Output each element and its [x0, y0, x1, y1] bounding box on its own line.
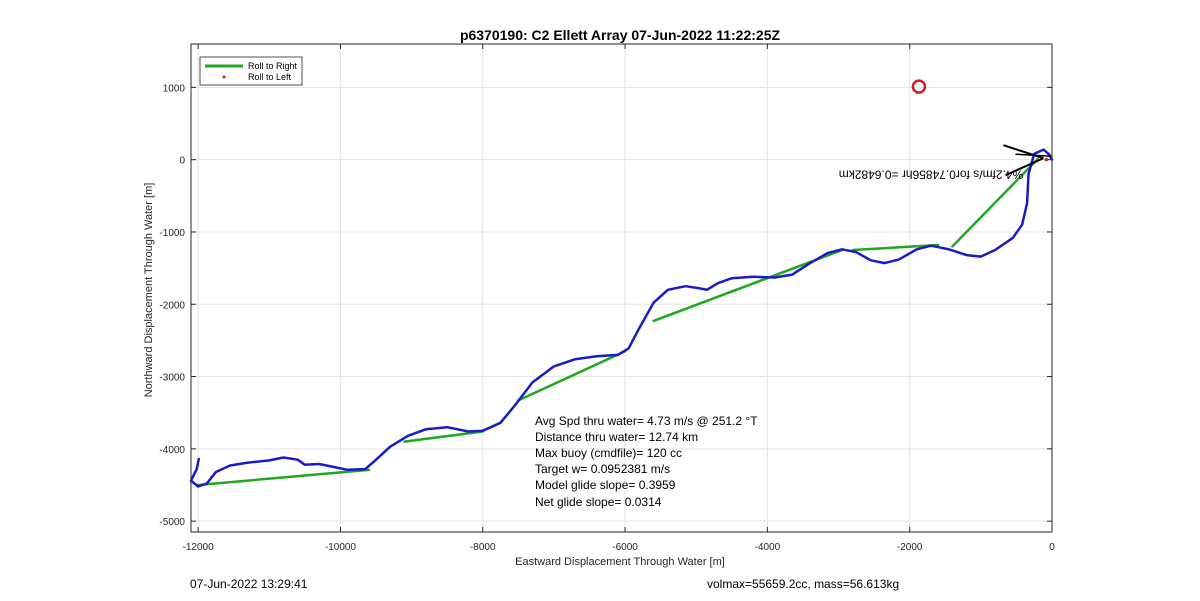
- legend-label-roll-left: Roll to Left: [248, 72, 292, 82]
- y-tick-label: -5000: [159, 517, 185, 528]
- x-tick-label: 0: [1049, 542, 1055, 553]
- x-axis-title: Eastward Displacement Through Water [m]: [515, 556, 725, 568]
- x-tick-label: -10000: [325, 542, 357, 553]
- stat-avg-speed: Avg Spd thru water= 4.73 m/s @ 251.2 °T: [535, 414, 758, 428]
- series-layer: [189, 148, 1054, 488]
- y-tick-label: -3000: [159, 373, 185, 384]
- x-tick-label: -8000: [470, 542, 496, 553]
- legend-box: [199, 56, 303, 86]
- chart-title: p6370190: C2 Ellett Array 07-Jun-2022 11…: [460, 27, 781, 43]
- roll-right-segment: [851, 243, 940, 252]
- roll-left-point: [1044, 157, 1049, 162]
- target-circle-marker: [911, 79, 927, 94]
- roll-right-segment: [403, 430, 484, 443]
- heading-arrow: [1005, 157, 1044, 177]
- annotations: %4.2fm/s for0.74856hr =0.6482km: [839, 79, 1052, 182]
- mirrored-speed-annotation: %4.2fm/s for0.74856hr =0.6482km: [839, 168, 1023, 182]
- roll-right-segment: [196, 468, 371, 487]
- y-tick-label: -1000: [159, 228, 185, 239]
- track-line: [189, 148, 1054, 488]
- stat-net-glide-slope: Net glide slope= 0.0314: [535, 495, 662, 509]
- grid-lines: [191, 44, 1053, 532]
- x-tick-label: -6000: [612, 542, 638, 553]
- roll-right-segment: [951, 157, 1040, 248]
- y-axis-title: Northward Displacement Through Water [m]: [143, 183, 155, 398]
- footer-timestamp: 07-Jun-2022 13:29:41: [190, 577, 308, 591]
- x-tick-label: -12000: [183, 542, 215, 553]
- stat-distance: Distance thru water= 12.74 km: [535, 430, 698, 444]
- y-tick-label: -2000: [159, 300, 185, 311]
- heading-arrow: [1015, 153, 1052, 157]
- x-tick-label: -4000: [755, 542, 781, 553]
- footer-vol-mass: volmax=55659.2cc, mass=56.613kg: [707, 577, 900, 591]
- x-tick-label: -2000: [897, 542, 923, 553]
- legend-swatch-roll-left: [222, 75, 226, 79]
- stat-max-buoy: Max buoy (cmdfile)= 120 cc: [535, 446, 682, 460]
- y-tick-label: -4000: [159, 445, 185, 456]
- legend: Roll to Right Roll to Left: [199, 56, 303, 86]
- axis-ticks: -12000 -10000 -8000 -6000 -4000 -2000 0-5000-4…: [159, 44, 1055, 553]
- plot-frame: [190, 43, 1053, 533]
- stat-target-w: Target w= 0.0952381 m/s: [535, 462, 670, 476]
- stat-model-glide-slope: Model glide slope= 0.3959: [535, 478, 676, 492]
- roll-right-segment: [517, 350, 627, 402]
- y-tick-label: 0: [179, 156, 185, 167]
- legend-label-roll-right: Roll to Right: [248, 61, 298, 71]
- y-tick-label: 1000: [163, 83, 186, 94]
